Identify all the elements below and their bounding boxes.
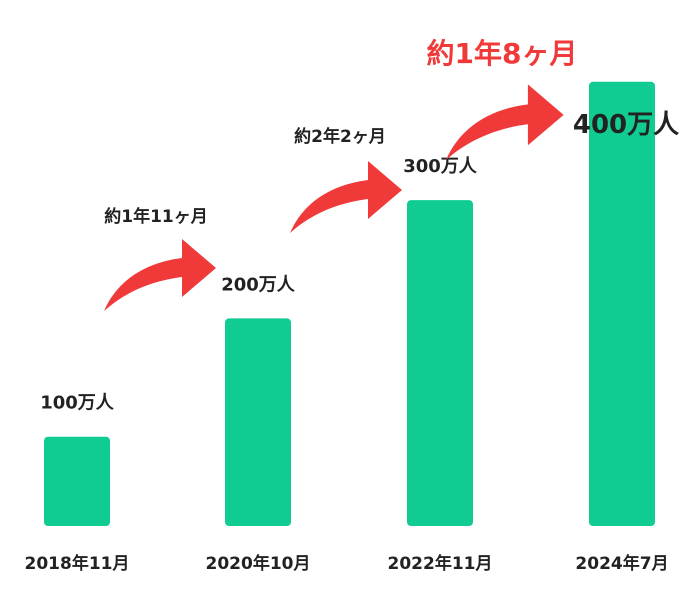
bars-group <box>44 81 655 527</box>
interval-label: 約1年11ヶ月 <box>104 206 208 227</box>
bar-2020年10月 <box>225 318 291 526</box>
value-label: 200万人 <box>221 274 296 295</box>
bar-2018年11月 <box>44 436 110 526</box>
x-tick-label: 2022年11月 <box>388 553 493 574</box>
x-tick-label: 2020年10月 <box>206 553 311 574</box>
bar-2022年11月 <box>407 200 473 526</box>
growth-arrow-icon <box>446 84 564 160</box>
value-label: 300万人 <box>403 156 478 177</box>
x-tick-label: 2018年11月 <box>25 553 130 574</box>
value-label: 400万人 <box>573 110 679 140</box>
value-label: 100万人 <box>40 393 115 414</box>
bar-2024年7月 <box>589 81 655 527</box>
value-labels-group: 100万人 200万人 300万人 400万人 <box>40 110 679 414</box>
growth-arrows-group <box>104 84 564 311</box>
interval-labels-group: 約1年11ヶ月 約2年2ヶ月 約1年8ヶ月 <box>104 37 577 227</box>
interval-label: 約1年8ヶ月 <box>427 37 578 70</box>
x-tick-label: 2024年7月 <box>575 553 668 574</box>
interval-label: 約2年2ヶ月 <box>294 126 386 147</box>
x-tick-labels-group: 2018年11月 2020年10月 2022年11月 2024年7月 <box>25 553 669 574</box>
growth-arrow-icon <box>104 239 216 311</box>
growth-arrow-icon <box>290 161 402 233</box>
